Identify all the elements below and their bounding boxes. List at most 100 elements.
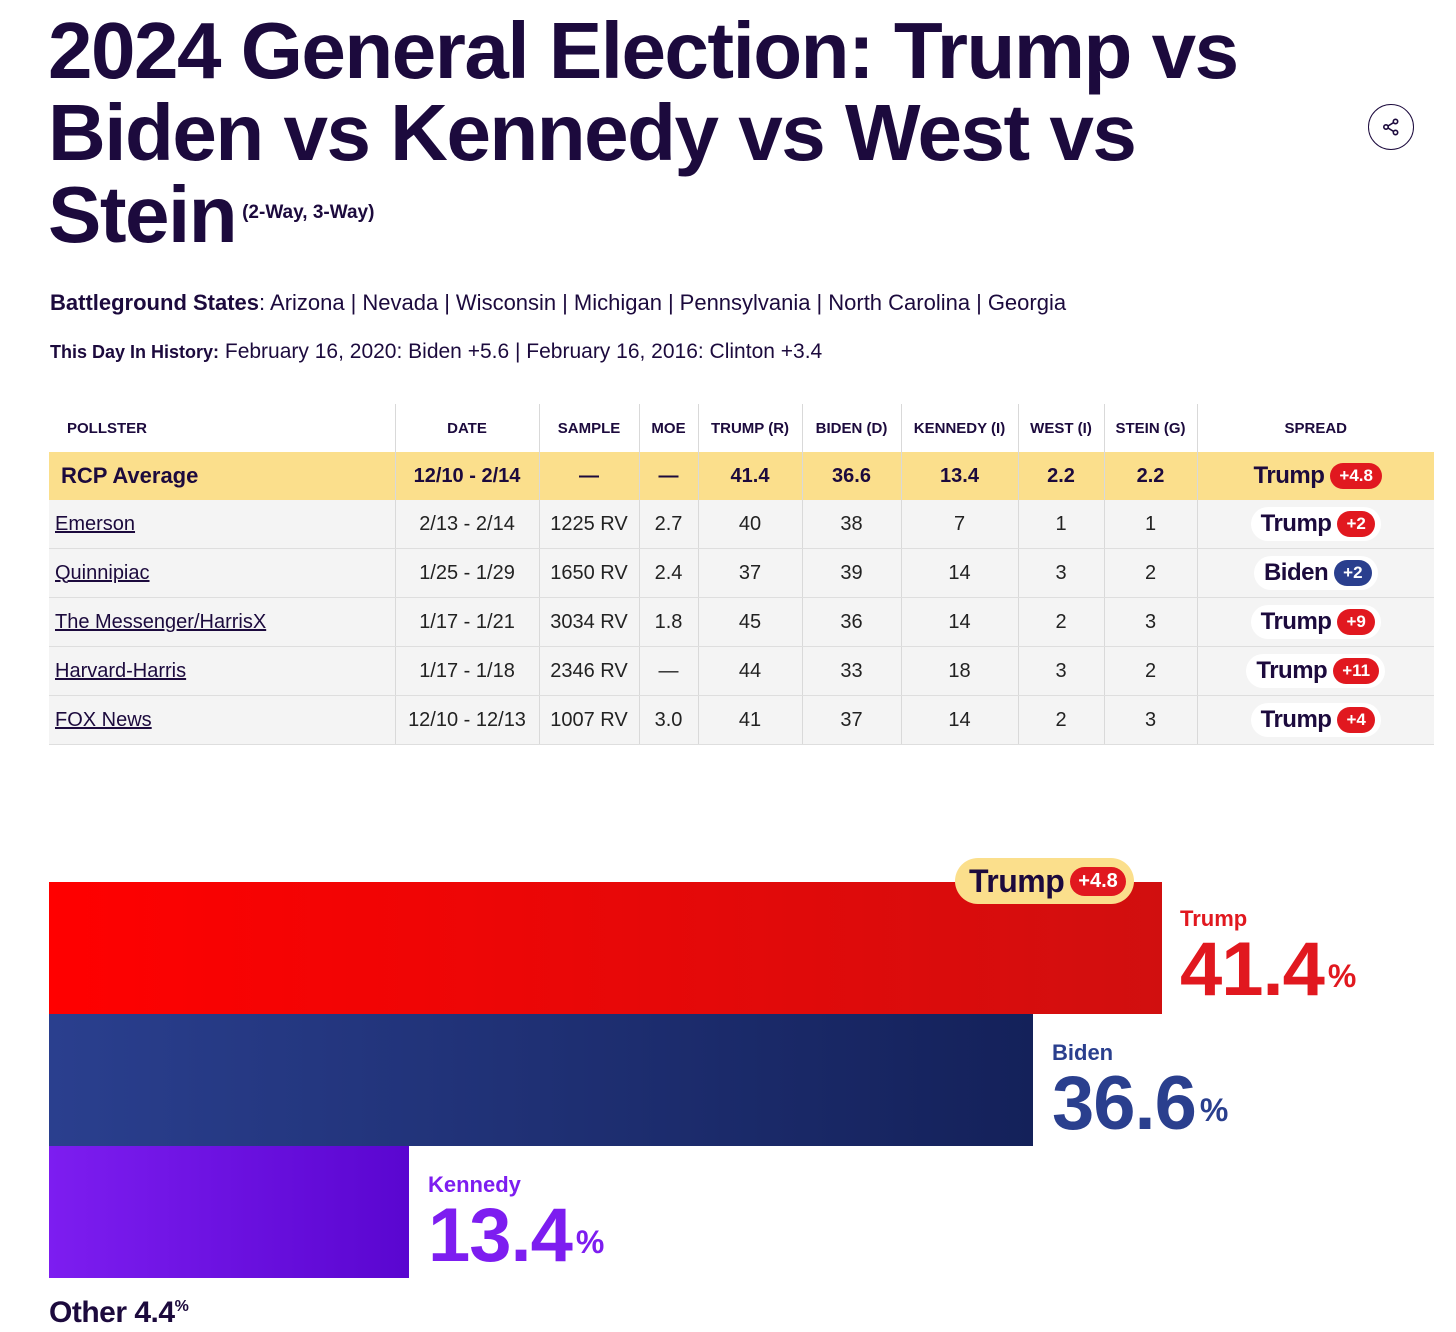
sample-cell: 1650 RV: [538, 548, 639, 598]
biden-cell: 33: [801, 646, 901, 696]
average-pollster-cell: RCP Average: [49, 452, 395, 500]
trump-result: Trump 41.4%: [1180, 906, 1356, 1008]
page-title-main: 2024 General Election: Trump vs Biden vs…: [48, 6, 1239, 259]
biden-result-unit: %: [1199, 1092, 1228, 1128]
column-header[interactable]: STEIN (G): [1103, 404, 1197, 452]
spread-cell: Trump +4.8: [1196, 452, 1434, 500]
pollster-link[interactable]: Harvard-Harris: [55, 659, 187, 682]
other-result: Other 4.4%: [49, 1296, 189, 1330]
column-header[interactable]: KENNEDY (I): [900, 404, 1018, 452]
state-link-north-carolina[interactable]: North Carolina: [828, 290, 971, 315]
kennedy-result: Kennedy 13.4%: [428, 1172, 604, 1274]
column-header[interactable]: SPREAD: [1196, 404, 1434, 452]
spread-name: Trump: [1260, 608, 1332, 635]
state-separator: |: [350, 290, 357, 315]
history-text: February 16, 2020: Biden +5.6 | February…: [224, 340, 823, 363]
biden-bar: [49, 1014, 1033, 1146]
biden-result-name: Biden: [1052, 1040, 1114, 1065]
column-header[interactable]: SAMPLE: [538, 404, 639, 452]
battleground-label: Battleground States: [50, 290, 260, 315]
pollster-link[interactable]: FOX News: [55, 708, 152, 731]
history-label: This Day In History:: [50, 342, 220, 362]
page-title-sub: (2-Way, 3-Way): [242, 201, 375, 223]
trump-result-unit: %: [1327, 958, 1356, 994]
leader-badge-name: Trump: [969, 862, 1065, 899]
average-kennedy-cell: 13.4: [900, 452, 1018, 500]
state-separator: |: [444, 290, 450, 315]
state-separator: |: [667, 290, 674, 315]
west-cell: 3: [1017, 548, 1104, 598]
column-header[interactable]: BIDEN (D): [801, 404, 901, 452]
table-row: The Messenger/HarrisX 1/17 - 1/21 3034 RV 1…: [49, 597, 1434, 647]
pollster-cell: Harvard-Harris: [49, 646, 395, 696]
spread-pill: Biden +2: [1253, 556, 1378, 590]
average-moe-cell: —: [638, 452, 698, 500]
stein-cell: 1: [1103, 500, 1197, 549]
state-link-wisconsin[interactable]: Wisconsin: [455, 290, 557, 315]
date-cell: 2/13 - 2/14: [394, 500, 539, 549]
average-trump-cell: 41.4: [697, 452, 802, 500]
column-header[interactable]: DATE: [394, 404, 539, 452]
spread-name: Trump: [1256, 657, 1328, 684]
spread-name: Trump: [1260, 706, 1332, 733]
biden-cell: 39: [801, 548, 901, 598]
spread-value-badge: +11: [1333, 658, 1380, 684]
trump-cell: 44: [697, 646, 802, 696]
spread-value-badge: +2: [1337, 511, 1375, 537]
state-link-arizona[interactable]: Arizona: [270, 290, 345, 315]
date-cell: 1/17 - 1/18: [394, 646, 539, 696]
biden-cell: 38: [801, 500, 901, 549]
column-header[interactable]: WEST (I): [1017, 404, 1104, 452]
pollster-link[interactable]: The Messenger/HarrisX: [55, 610, 267, 633]
state-link-nevada[interactable]: Nevada: [362, 290, 439, 315]
spread-cell: Trump +4: [1196, 695, 1434, 745]
column-header[interactable]: MOE: [638, 404, 698, 452]
west-cell: 3: [1017, 646, 1104, 696]
moe-cell: 1.8: [638, 597, 698, 647]
average-stein-cell: 2.2: [1103, 452, 1197, 500]
table-row: Emerson 2/13 - 2/14 1225 RV 2.7 40 38 7 1 1 Trump…: [49, 500, 1434, 549]
battleground-list: Arizona | Nevada | Wisconsin | Michigan | Pennsy…: [270, 290, 1066, 315]
state-separator: |: [976, 290, 982, 315]
column-header[interactable]: TRUMP (R): [697, 404, 802, 452]
battleground-states: Battleground States: Arizona | Nevada | Wisc…: [50, 290, 1067, 315]
other-result-unit: %: [174, 1298, 189, 1315]
pollster-cell: Quinnipiac: [49, 548, 395, 598]
sample-cell: 1225 RV: [538, 500, 639, 549]
spread-pill: Trump +2: [1250, 507, 1381, 541]
spread-cell: Trump +2: [1196, 500, 1434, 549]
table-row: Quinnipiac 1/25 - 1/29 1650 RV 2.4 37 39 14 3 2 B…: [49, 548, 1434, 598]
kennedy-result-value: 13.4: [428, 1193, 573, 1278]
pollster-link[interactable]: Emerson: [55, 512, 136, 535]
share-button[interactable]: [1368, 104, 1414, 150]
pollster-cell: The Messenger/HarrisX: [49, 597, 395, 647]
state-link-pennsylvania[interactable]: Pennsylvania: [679, 290, 811, 315]
table-header-row: POLLSTER DATE SAMPLE MOE TRUMP (R) BIDEN (D) K…: [49, 404, 1434, 452]
trump-cell: 41: [697, 695, 802, 745]
spread-value-badge: +2: [1334, 560, 1372, 586]
state-link-georgia[interactable]: Georgia: [987, 290, 1067, 315]
stein-cell: 2: [1103, 548, 1197, 598]
pollster-link[interactable]: Quinnipiac: [55, 561, 150, 584]
table-row: Harvard-Harris 1/17 - 1/18 2346 RV —44 33 18 3…: [49, 646, 1434, 696]
kennedy-cell: 14: [900, 597, 1018, 647]
spread-cell: Trump +11: [1196, 646, 1434, 696]
leader-badge-value: +4.8: [1070, 866, 1126, 896]
stein-cell: 3: [1103, 597, 1197, 647]
moe-cell: —: [638, 646, 698, 696]
state-link-michigan[interactable]: Michigan: [573, 290, 662, 315]
state-separator: |: [562, 290, 568, 315]
moe-cell: 2.7: [638, 500, 698, 549]
share-icon: [1382, 118, 1399, 136]
spread-pill: Trump +9: [1250, 605, 1381, 639]
pollster-cell: Emerson: [49, 500, 395, 549]
leader-badge: Trump +4.8: [955, 858, 1134, 904]
moe-cell: 3.0: [638, 695, 698, 745]
west-cell: 1: [1017, 500, 1104, 549]
average-biden-cell: 36.6: [801, 452, 901, 500]
column-header[interactable]: POLLSTER: [67, 419, 148, 437]
spread-value-badge: +4: [1337, 707, 1375, 733]
spread-cell: Trump +9: [1196, 597, 1434, 647]
date-cell: 12/10 - 12/13: [394, 695, 539, 745]
stein-cell: 3: [1103, 695, 1197, 745]
